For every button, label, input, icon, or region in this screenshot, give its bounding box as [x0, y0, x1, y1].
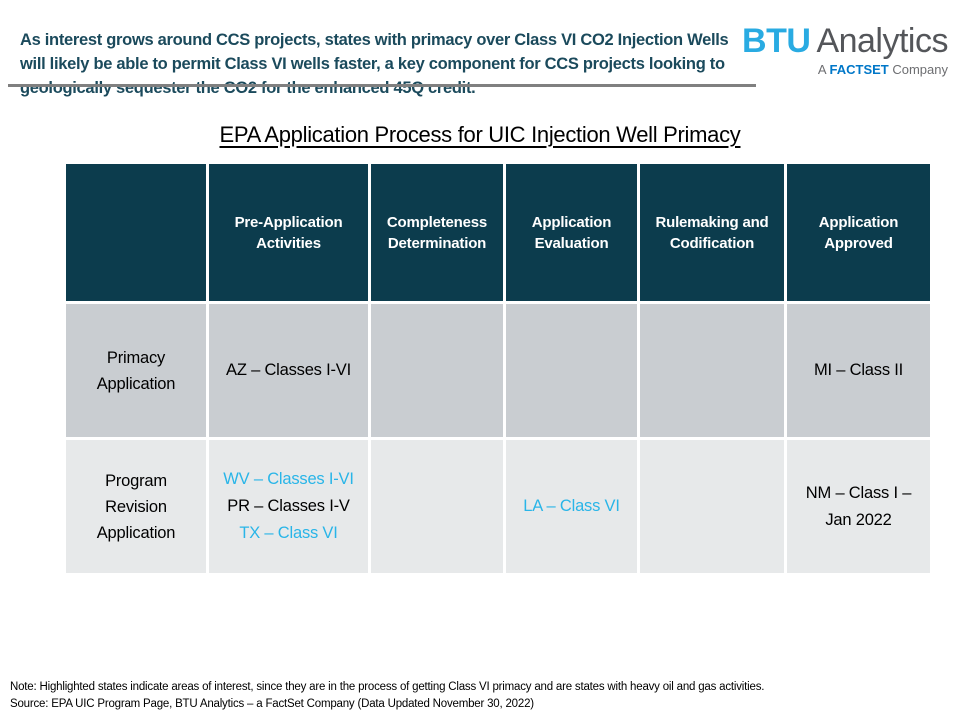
row-label: Primacy Application: [66, 304, 206, 437]
note-line: Note: Highlighted states indicate areas …: [10, 681, 765, 693]
stage-cell: LA – Class VI: [506, 440, 637, 573]
table-body: Primacy Application AZ – Classes I-VI MI –…: [66, 304, 930, 573]
tagline-suffix: Company: [892, 62, 948, 77]
tagline-prefix: A: [817, 62, 826, 77]
state-entry: PR – Classes I-V: [227, 497, 350, 515]
brand-logo: BTU Analytics A FACTSET Company: [742, 24, 948, 76]
state-entry: AZ – Classes I-VI: [226, 361, 351, 379]
brand-analytics: Analytics: [816, 22, 948, 60]
stage-cell: [506, 304, 637, 437]
state-entry-highlighted: LA – Class VI: [523, 497, 620, 515]
table-row: Program Revision Application WV – Classes…: [66, 440, 930, 573]
brand-tagline: A FACTSET Company: [742, 63, 948, 76]
stage-cell: [371, 304, 503, 437]
stage-cell: WV – Classes I-VI PR – Classes I-V TX – Cl…: [209, 440, 368, 573]
brand-btu: BTU: [742, 22, 811, 60]
table-row: Primacy Application AZ – Classes I-VI MI –…: [66, 304, 930, 437]
intro-text: As interest grows around CCS projects, s…: [20, 30, 729, 97]
column-header: Completeness Determination: [371, 164, 503, 301]
state-entry-highlighted: TX – Class VI: [239, 524, 338, 542]
column-header: Rulemaking and Codification: [640, 164, 784, 301]
state-entry: NM – Class I – Jan 2022: [805, 483, 912, 529]
column-header: Application Approved: [787, 164, 930, 301]
footer: Note: Highlighted states indicate areas …: [10, 679, 764, 713]
brand-name: BTU Analytics: [742, 24, 948, 58]
stage-cell: [640, 304, 784, 437]
column-header: Pre-Application Activities: [209, 164, 368, 301]
state-entry: MI – Class II: [813, 361, 904, 379]
corner-cell: [66, 164, 206, 301]
table-header: Pre-Application Activities Completeness D…: [66, 164, 930, 301]
stage-cell: MI – Class II: [787, 304, 930, 437]
process-table: Pre-Application Activities Completeness D…: [63, 161, 933, 576]
tagline-factset: FACTSET: [829, 62, 889, 77]
state-entry-highlighted: WV – Classes I-VI: [223, 470, 354, 488]
column-header: Application Evaluation: [506, 164, 637, 301]
stage-cell: [640, 440, 784, 573]
source-line: Source: EPA UIC Program Page, BTU Analyt…: [10, 698, 534, 710]
stage-cell: AZ – Classes I-VI: [209, 304, 368, 437]
divider-line: [8, 84, 756, 87]
page-title: EPA Application Process for UIC Injectio…: [219, 122, 741, 147]
table-container: Pre-Application Activities Completeness D…: [63, 161, 933, 576]
stage-cell: NM – Class I – Jan 2022: [787, 440, 930, 573]
header-row: Pre-Application Activities Completeness D…: [66, 164, 930, 301]
row-label: Program Revision Application: [66, 440, 206, 573]
stage-cell: [371, 440, 503, 573]
